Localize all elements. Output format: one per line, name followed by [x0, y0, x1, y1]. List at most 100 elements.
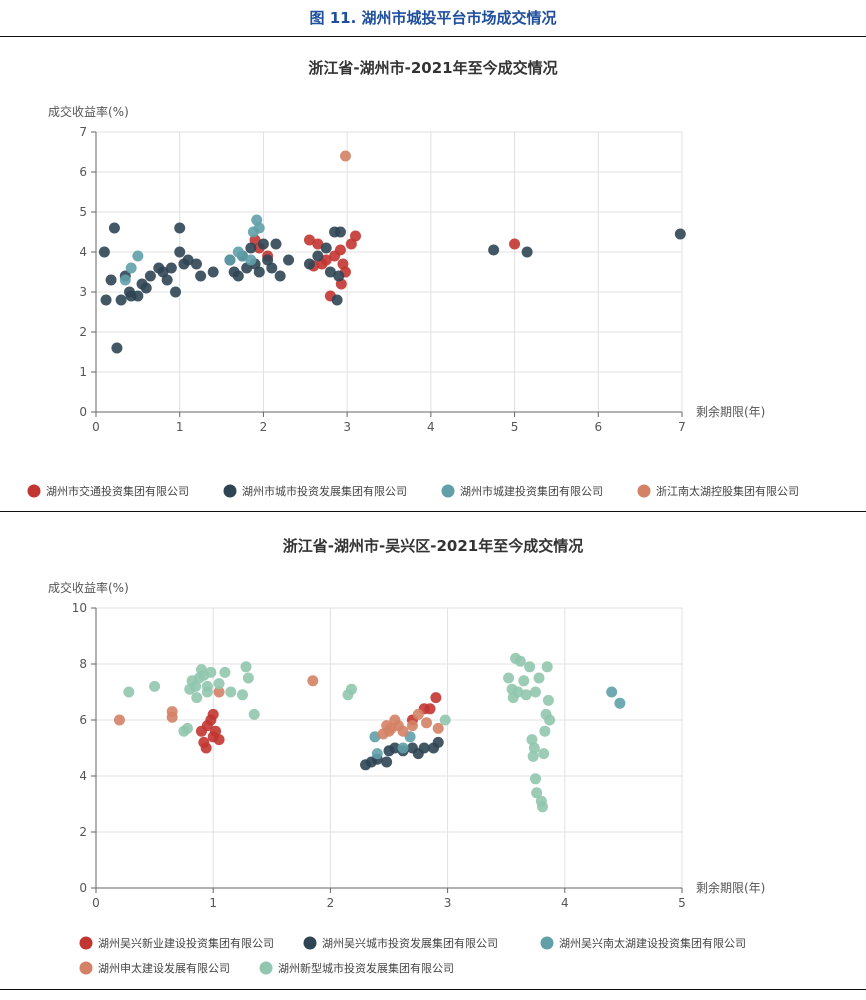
middle-divider [0, 511, 866, 512]
legend-marker [79, 936, 93, 950]
data-point [149, 680, 161, 692]
y-tick-label: 3 [79, 285, 87, 299]
data-point [240, 661, 252, 673]
data-point [125, 262, 137, 274]
data-point [191, 692, 203, 704]
x-tick-label: 1 [176, 420, 184, 434]
y-tick-label: 8 [79, 657, 87, 671]
y-tick-label: 1 [79, 365, 87, 379]
data-point [100, 294, 112, 306]
data-point [333, 270, 345, 282]
data-point [257, 238, 269, 250]
data-point [526, 734, 538, 746]
x-tick-label: 4 [427, 420, 435, 434]
data-point [520, 689, 532, 701]
legend-label: 湖州市交通投资集团有限公司 [46, 484, 189, 498]
data-point [224, 254, 236, 266]
y-axis-label: 成交收益率(%) [48, 104, 129, 119]
data-point [170, 286, 182, 298]
x-tick-label: 0 [92, 896, 100, 910]
data-point [412, 708, 424, 720]
legend-marker [540, 936, 554, 950]
data-point [98, 246, 110, 258]
data-point [421, 717, 433, 729]
y-tick-label: 5 [79, 205, 87, 219]
data-point [181, 722, 193, 734]
y-axis-label: 成交收益率(%) [48, 580, 129, 595]
data-point [424, 703, 436, 715]
data-point [544, 714, 556, 726]
data-point [166, 706, 178, 718]
data-point [542, 694, 554, 706]
data-point [439, 714, 451, 726]
x-tick-label: 1 [209, 896, 217, 910]
data-point [174, 246, 186, 258]
data-point [213, 734, 225, 746]
x-tick-label: 3 [444, 896, 452, 910]
data-point [205, 666, 217, 678]
data-point [161, 274, 173, 286]
chart-title: 浙江省-湖州市-2021年至今成交情况 [308, 59, 557, 77]
data-point [111, 342, 123, 354]
data-point [312, 238, 324, 250]
data-point [518, 675, 530, 687]
data-point [207, 266, 219, 278]
data-point [105, 274, 117, 286]
data-point [307, 675, 319, 687]
data-point [488, 244, 500, 256]
x-tick-label: 7 [678, 420, 686, 434]
data-point [237, 689, 248, 701]
figure-title: 图 11. 湖州市城投平台市场成交情况 [309, 9, 557, 27]
data-point [320, 254, 332, 266]
data-point [514, 655, 526, 667]
top-divider [0, 36, 866, 37]
legend-label: 湖州市城建投资集团有限公司 [460, 484, 603, 498]
data-point [165, 262, 177, 274]
data-point [213, 678, 225, 690]
data-point [538, 748, 550, 760]
data-point [283, 254, 295, 266]
legend-label: 湖州吴兴城市投资发展集团有限公司 [322, 936, 498, 950]
data-point [521, 246, 533, 258]
x-tick-label: 5 [678, 896, 686, 910]
data-point [527, 750, 539, 762]
legend-label: 湖州申太建设发展有限公司 [98, 961, 230, 975]
data-point [339, 150, 351, 162]
data-point [242, 672, 254, 684]
data-point [190, 680, 202, 692]
data-point [345, 683, 357, 695]
x-tick-label: 6 [594, 420, 602, 434]
x-axis-label: 剩余期限(年) [696, 880, 765, 895]
data-point [245, 242, 257, 254]
legend-label: 浙江南太湖控股集团有限公司 [656, 484, 799, 498]
data-point [245, 254, 257, 266]
data-point [312, 250, 324, 262]
data-point [432, 722, 444, 734]
data-point [274, 270, 286, 282]
legend-marker [79, 961, 93, 975]
data-point [606, 686, 618, 698]
y-tick-label: 6 [79, 165, 87, 179]
data-point [406, 720, 418, 732]
data-point [132, 250, 144, 262]
data-point [530, 686, 541, 698]
data-point [195, 270, 207, 282]
legend-marker [637, 484, 651, 498]
legend-label: 湖州新型城市投资发展集团有限公司 [278, 961, 454, 975]
data-point [123, 686, 135, 698]
data-point [337, 258, 349, 270]
data-point [350, 230, 362, 242]
data-point [371, 748, 383, 760]
data-point [614, 697, 626, 709]
y-tick-label: 4 [79, 769, 87, 783]
data-point [219, 666, 231, 678]
data-point [270, 238, 282, 250]
data-point [381, 756, 393, 768]
y-tick-label: 4 [79, 245, 87, 259]
data-point [190, 258, 202, 270]
legend-label: 湖州吴兴南太湖建设投资集团有限公司 [559, 936, 746, 950]
data-point [324, 266, 336, 278]
data-point [237, 250, 248, 262]
data-point [430, 692, 442, 704]
